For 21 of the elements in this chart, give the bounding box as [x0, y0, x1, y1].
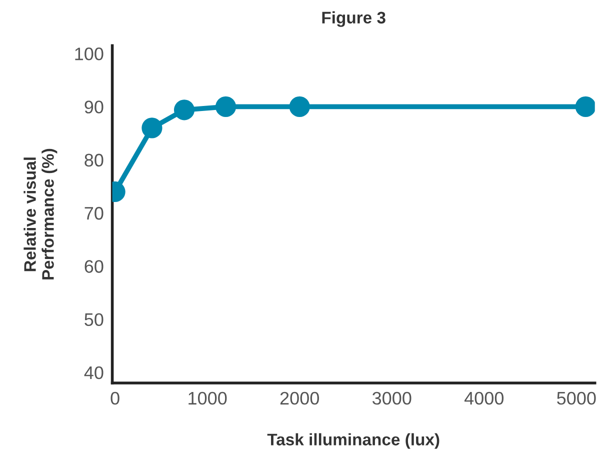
- x-tick-label: 1000: [188, 392, 227, 405]
- point: [575, 96, 595, 118]
- y-tick-label: 40: [84, 366, 104, 380]
- x-tick-label: 4000: [464, 392, 504, 405]
- y-axis-title: Relative visual Performance (%): [24, 148, 58, 280]
- y-tick-label: 60: [84, 260, 104, 273]
- point: [215, 96, 236, 118]
- y-tick-label: 70: [84, 206, 104, 220]
- x-tick-label: 3000: [372, 392, 412, 405]
- y-tick-label: 50: [84, 313, 104, 326]
- y-tick-label: 80: [84, 154, 104, 167]
- y-tick-label: 90: [84, 100, 104, 114]
- x-tick-label: 2000: [280, 392, 319, 405]
- y-tick-label: 100: [75, 48, 104, 60]
- x-tick-label: 0: [110, 392, 120, 405]
- x-axis-title: Task illuminance (lux): [267, 433, 440, 449]
- point: [289, 96, 310, 118]
- chart-title: Figure 3: [322, 11, 386, 27]
- x-tick-label: 5000: [557, 392, 596, 405]
- point: [142, 118, 162, 138]
- point: [174, 100, 195, 120]
